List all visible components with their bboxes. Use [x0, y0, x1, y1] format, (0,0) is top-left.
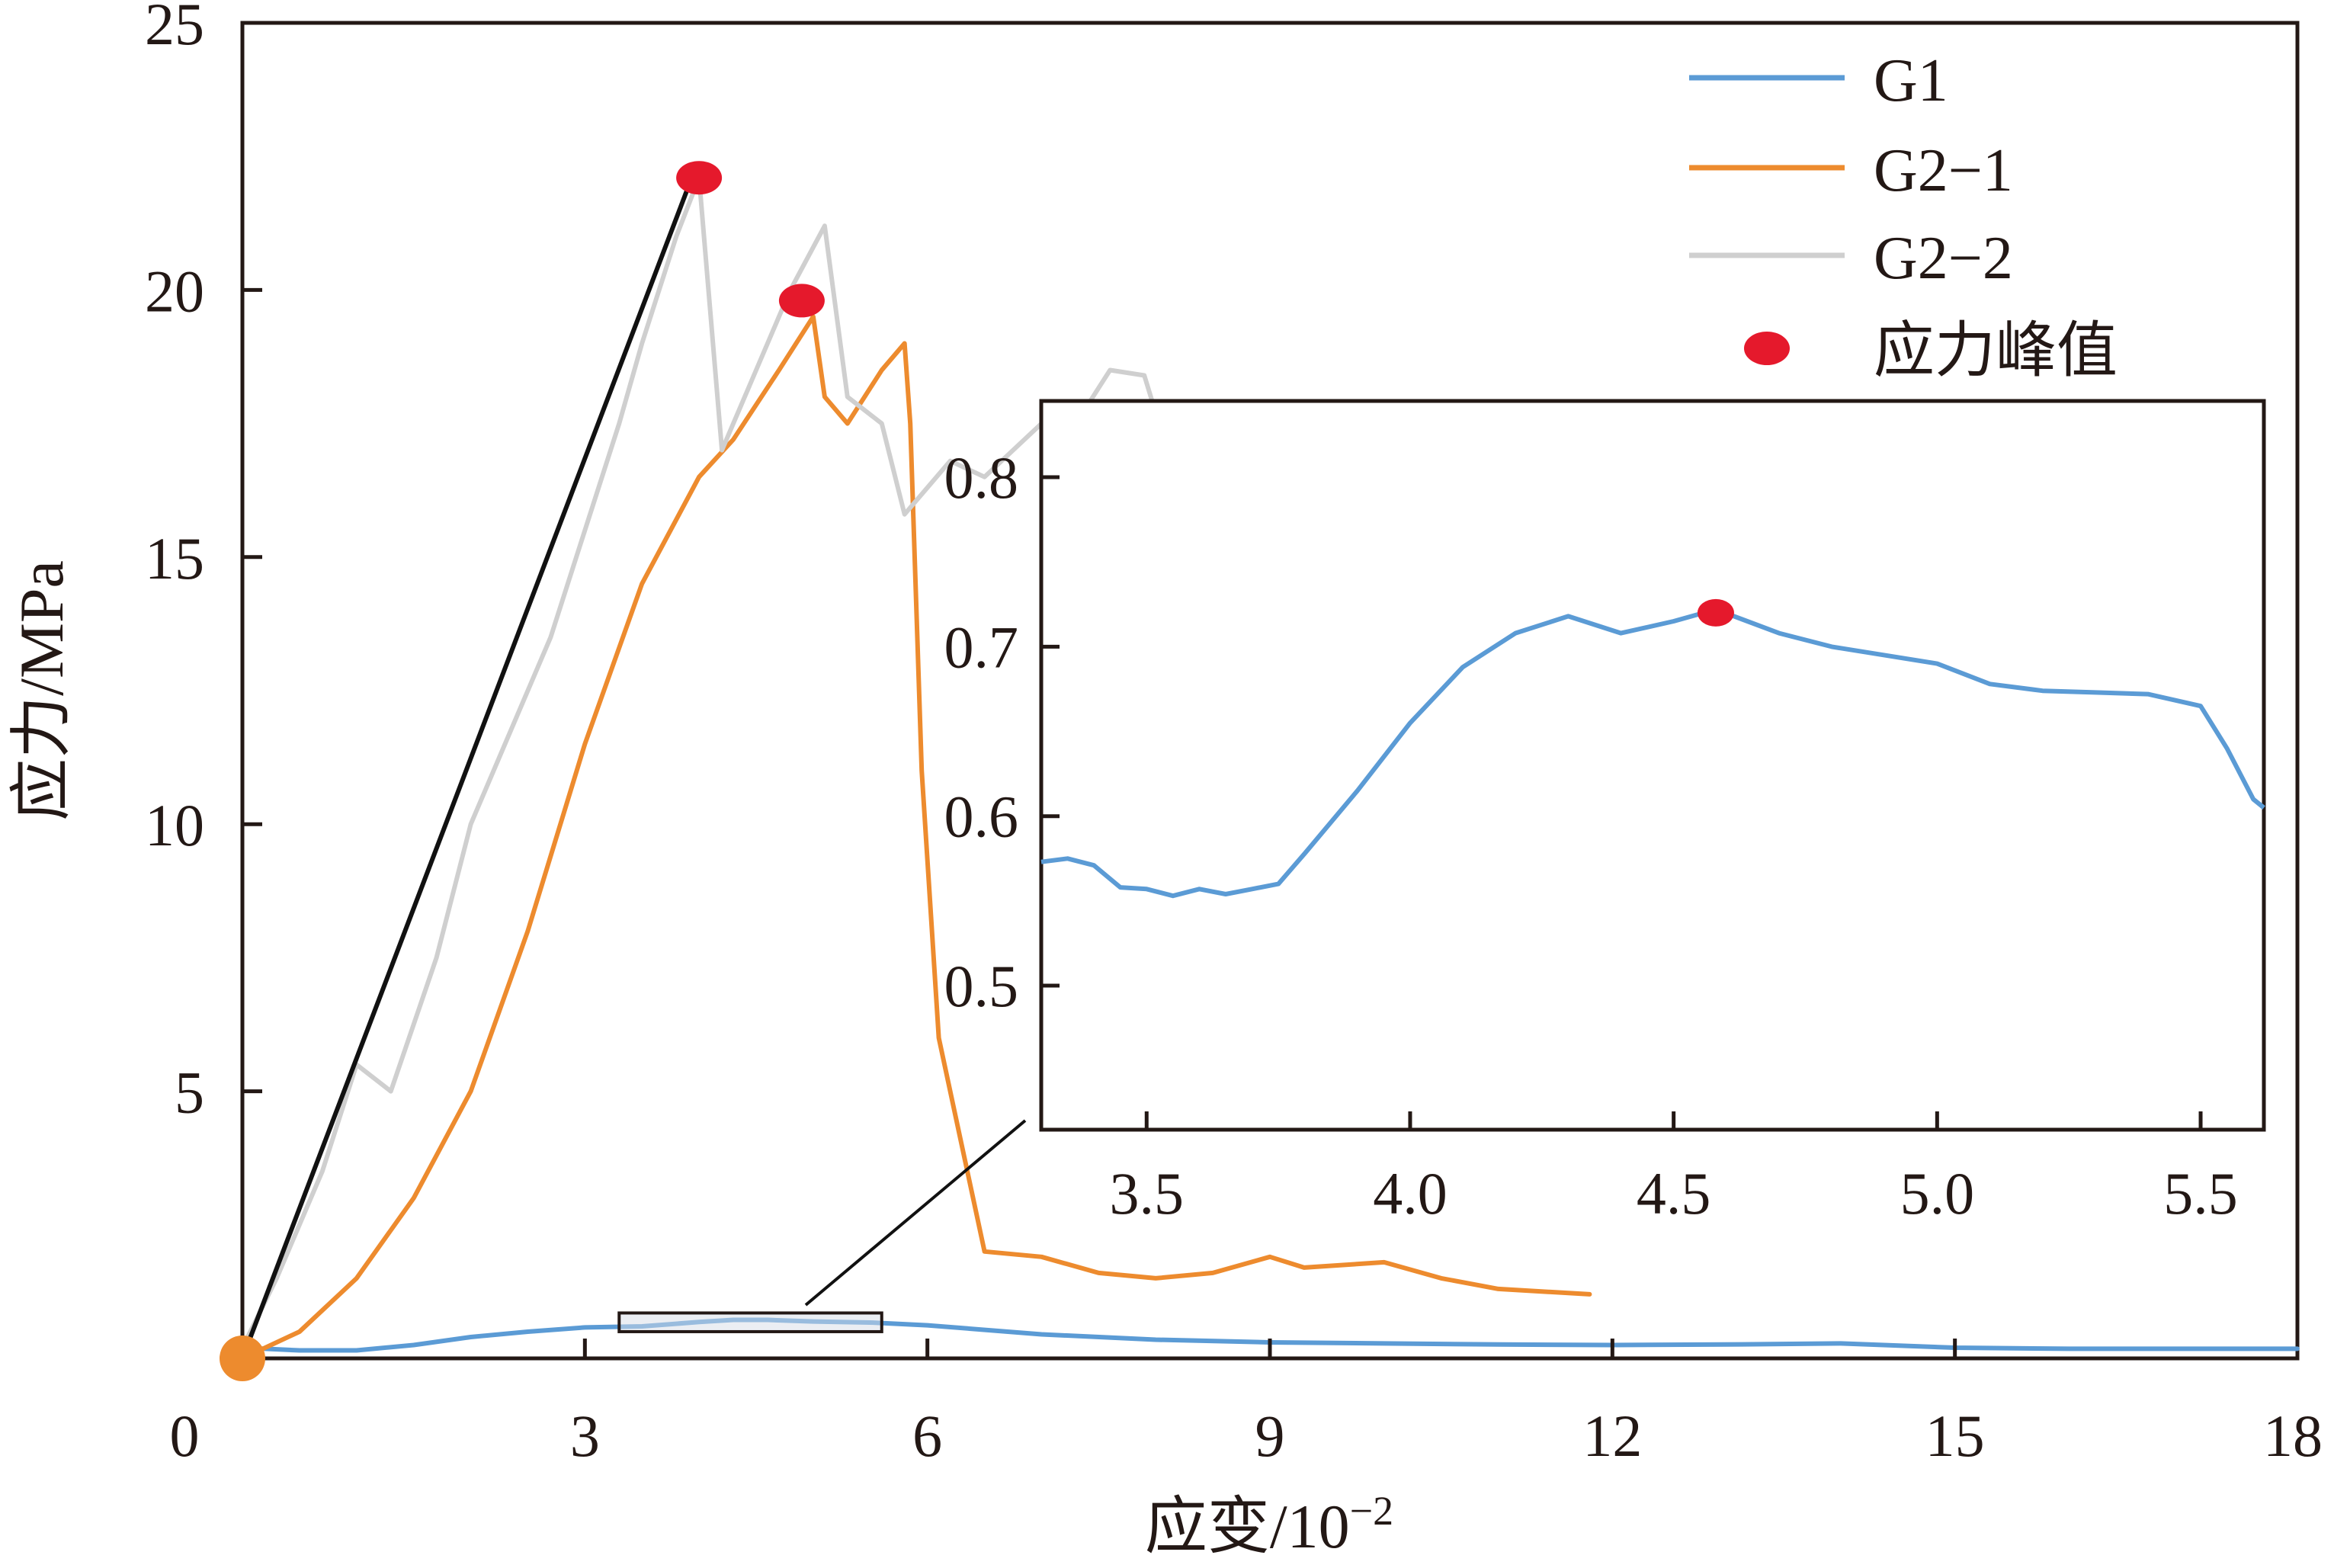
inset-y-tick-label: 0.5	[944, 953, 1019, 1019]
y-tick-label: 10	[145, 792, 204, 858]
inset-x-tick-label: 5.0	[1900, 1160, 1975, 1227]
x-axis-title-text: 应变/10	[1145, 1492, 1350, 1561]
series-line-g2-1	[240, 314, 1592, 1361]
inset-connector-line	[804, 1119, 1027, 1307]
y-tick-label: 15	[145, 525, 204, 592]
inset-x-ticks: 3.5 4.0 4.5 5.0 5.5	[1110, 1111, 2238, 1227]
legend-label: G1	[1874, 47, 1948, 114]
x-axis-title: 应变/10−2	[1145, 1488, 1393, 1561]
x-tick-label: 12	[1582, 1403, 1642, 1469]
y-tick-label: 20	[145, 258, 204, 324]
origin-marker	[220, 1336, 265, 1381]
legend-label: G2−2	[1874, 225, 2013, 292]
x-tick-label: 3	[570, 1403, 600, 1469]
y-tick-label: 5	[175, 1060, 204, 1126]
series-line-g1	[240, 1317, 2300, 1353]
peak-marker	[778, 284, 825, 318]
inset-plot-frame	[1039, 399, 2266, 1132]
inset-x-tick-label: 4.0	[1373, 1160, 1448, 1227]
legend-swatch-marker	[1744, 332, 1790, 365]
x-tick-label: 15	[1925, 1403, 1985, 1469]
inset-series-group	[1040, 598, 2265, 899]
legend-label: 应力峰值	[1874, 318, 2118, 385]
main-y-ticks: 5 10 15 20 25	[145, 0, 262, 1126]
inset-y-ticks: 0.5 0.6 0.7 0.8	[944, 444, 1060, 1019]
peak-marker	[676, 161, 723, 195]
legend-label: G2−1	[1874, 137, 2013, 204]
inset-x-tick-label: 5.5	[2163, 1160, 2238, 1227]
zoom-box	[617, 1311, 883, 1333]
y-tick-label: 25	[145, 0, 204, 57]
y-tick-label: 0	[170, 1403, 200, 1469]
inset-peak-marker	[1697, 598, 1734, 627]
y-axis-title: 应力/MPa	[7, 560, 76, 821]
legend: G1 G2−1 G2−2 应力峰值	[1689, 47, 2118, 385]
x-axis-title-exponent: −2	[1350, 1488, 1393, 1534]
inset-plot: 3.5 4.0 4.5 5.0 5.5 0.5 0.6 0.7 0.8	[944, 399, 2266, 1227]
secant-line	[240, 188, 690, 1360]
main-annotations-group	[220, 161, 1027, 1381]
inset-series-line-g1	[1040, 607, 2265, 899]
inset-x-tick-label: 3.5	[1110, 1160, 1185, 1227]
x-tick-label: 18	[2263, 1403, 2323, 1469]
inset-y-tick-label: 0.7	[944, 614, 1019, 680]
x-tick-label: 6	[912, 1403, 942, 1469]
inset-y-tick-label: 0.6	[944, 784, 1019, 850]
x-tick-label: 9	[1255, 1403, 1285, 1469]
inset-x-tick-label: 4.5	[1637, 1160, 1711, 1227]
main-x-ticks: 3 6 9 12 15 18	[570, 1339, 2323, 1469]
inset-y-tick-label: 0.8	[944, 444, 1019, 511]
